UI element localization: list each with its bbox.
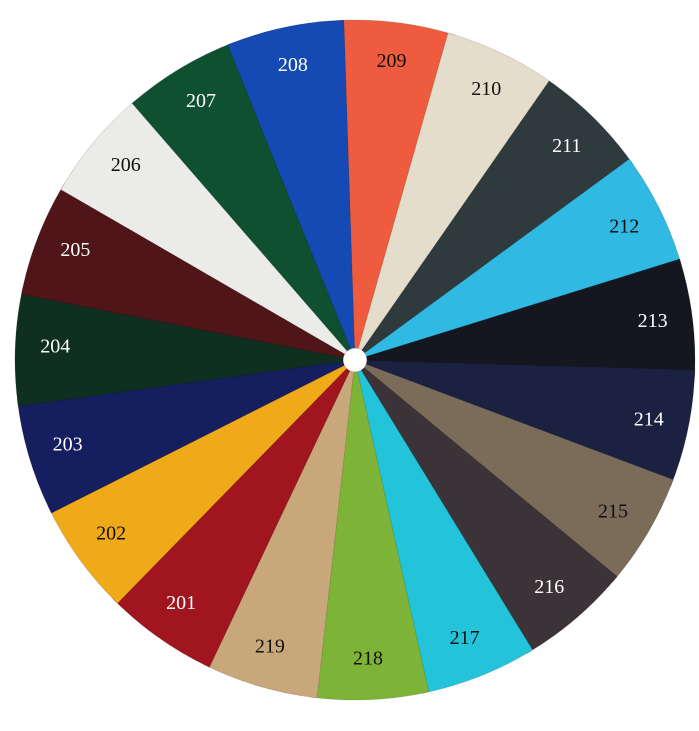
swatch-label: 212 bbox=[609, 215, 639, 237]
swatch-label: 216 bbox=[534, 576, 564, 598]
swatch-label: 218 bbox=[353, 647, 383, 669]
swatch-label: 211 bbox=[552, 135, 581, 157]
swatch-label: 209 bbox=[377, 50, 407, 72]
swatch-label: 206 bbox=[111, 154, 141, 176]
swatch-label: 214 bbox=[634, 409, 664, 431]
swatch bbox=[366, 258, 696, 378]
swatch-label: 213 bbox=[638, 310, 668, 332]
swatch bbox=[363, 363, 674, 583]
swatch-label: 219 bbox=[255, 635, 285, 657]
swatch-label: 204 bbox=[40, 336, 70, 358]
swatch-label: 205 bbox=[60, 239, 90, 261]
swatch-label: 207 bbox=[186, 90, 216, 112]
swatch bbox=[356, 369, 534, 694]
swatch-label: 215 bbox=[598, 501, 628, 523]
swatch bbox=[226, 19, 356, 350]
swatch-label: 201 bbox=[166, 592, 196, 614]
swatch-label: 208 bbox=[278, 54, 308, 76]
swatch-label: 210 bbox=[471, 78, 501, 100]
swatch-label: 217 bbox=[450, 627, 480, 649]
swatch-label: 203 bbox=[53, 434, 83, 456]
swatch-label: 202 bbox=[96, 522, 126, 544]
